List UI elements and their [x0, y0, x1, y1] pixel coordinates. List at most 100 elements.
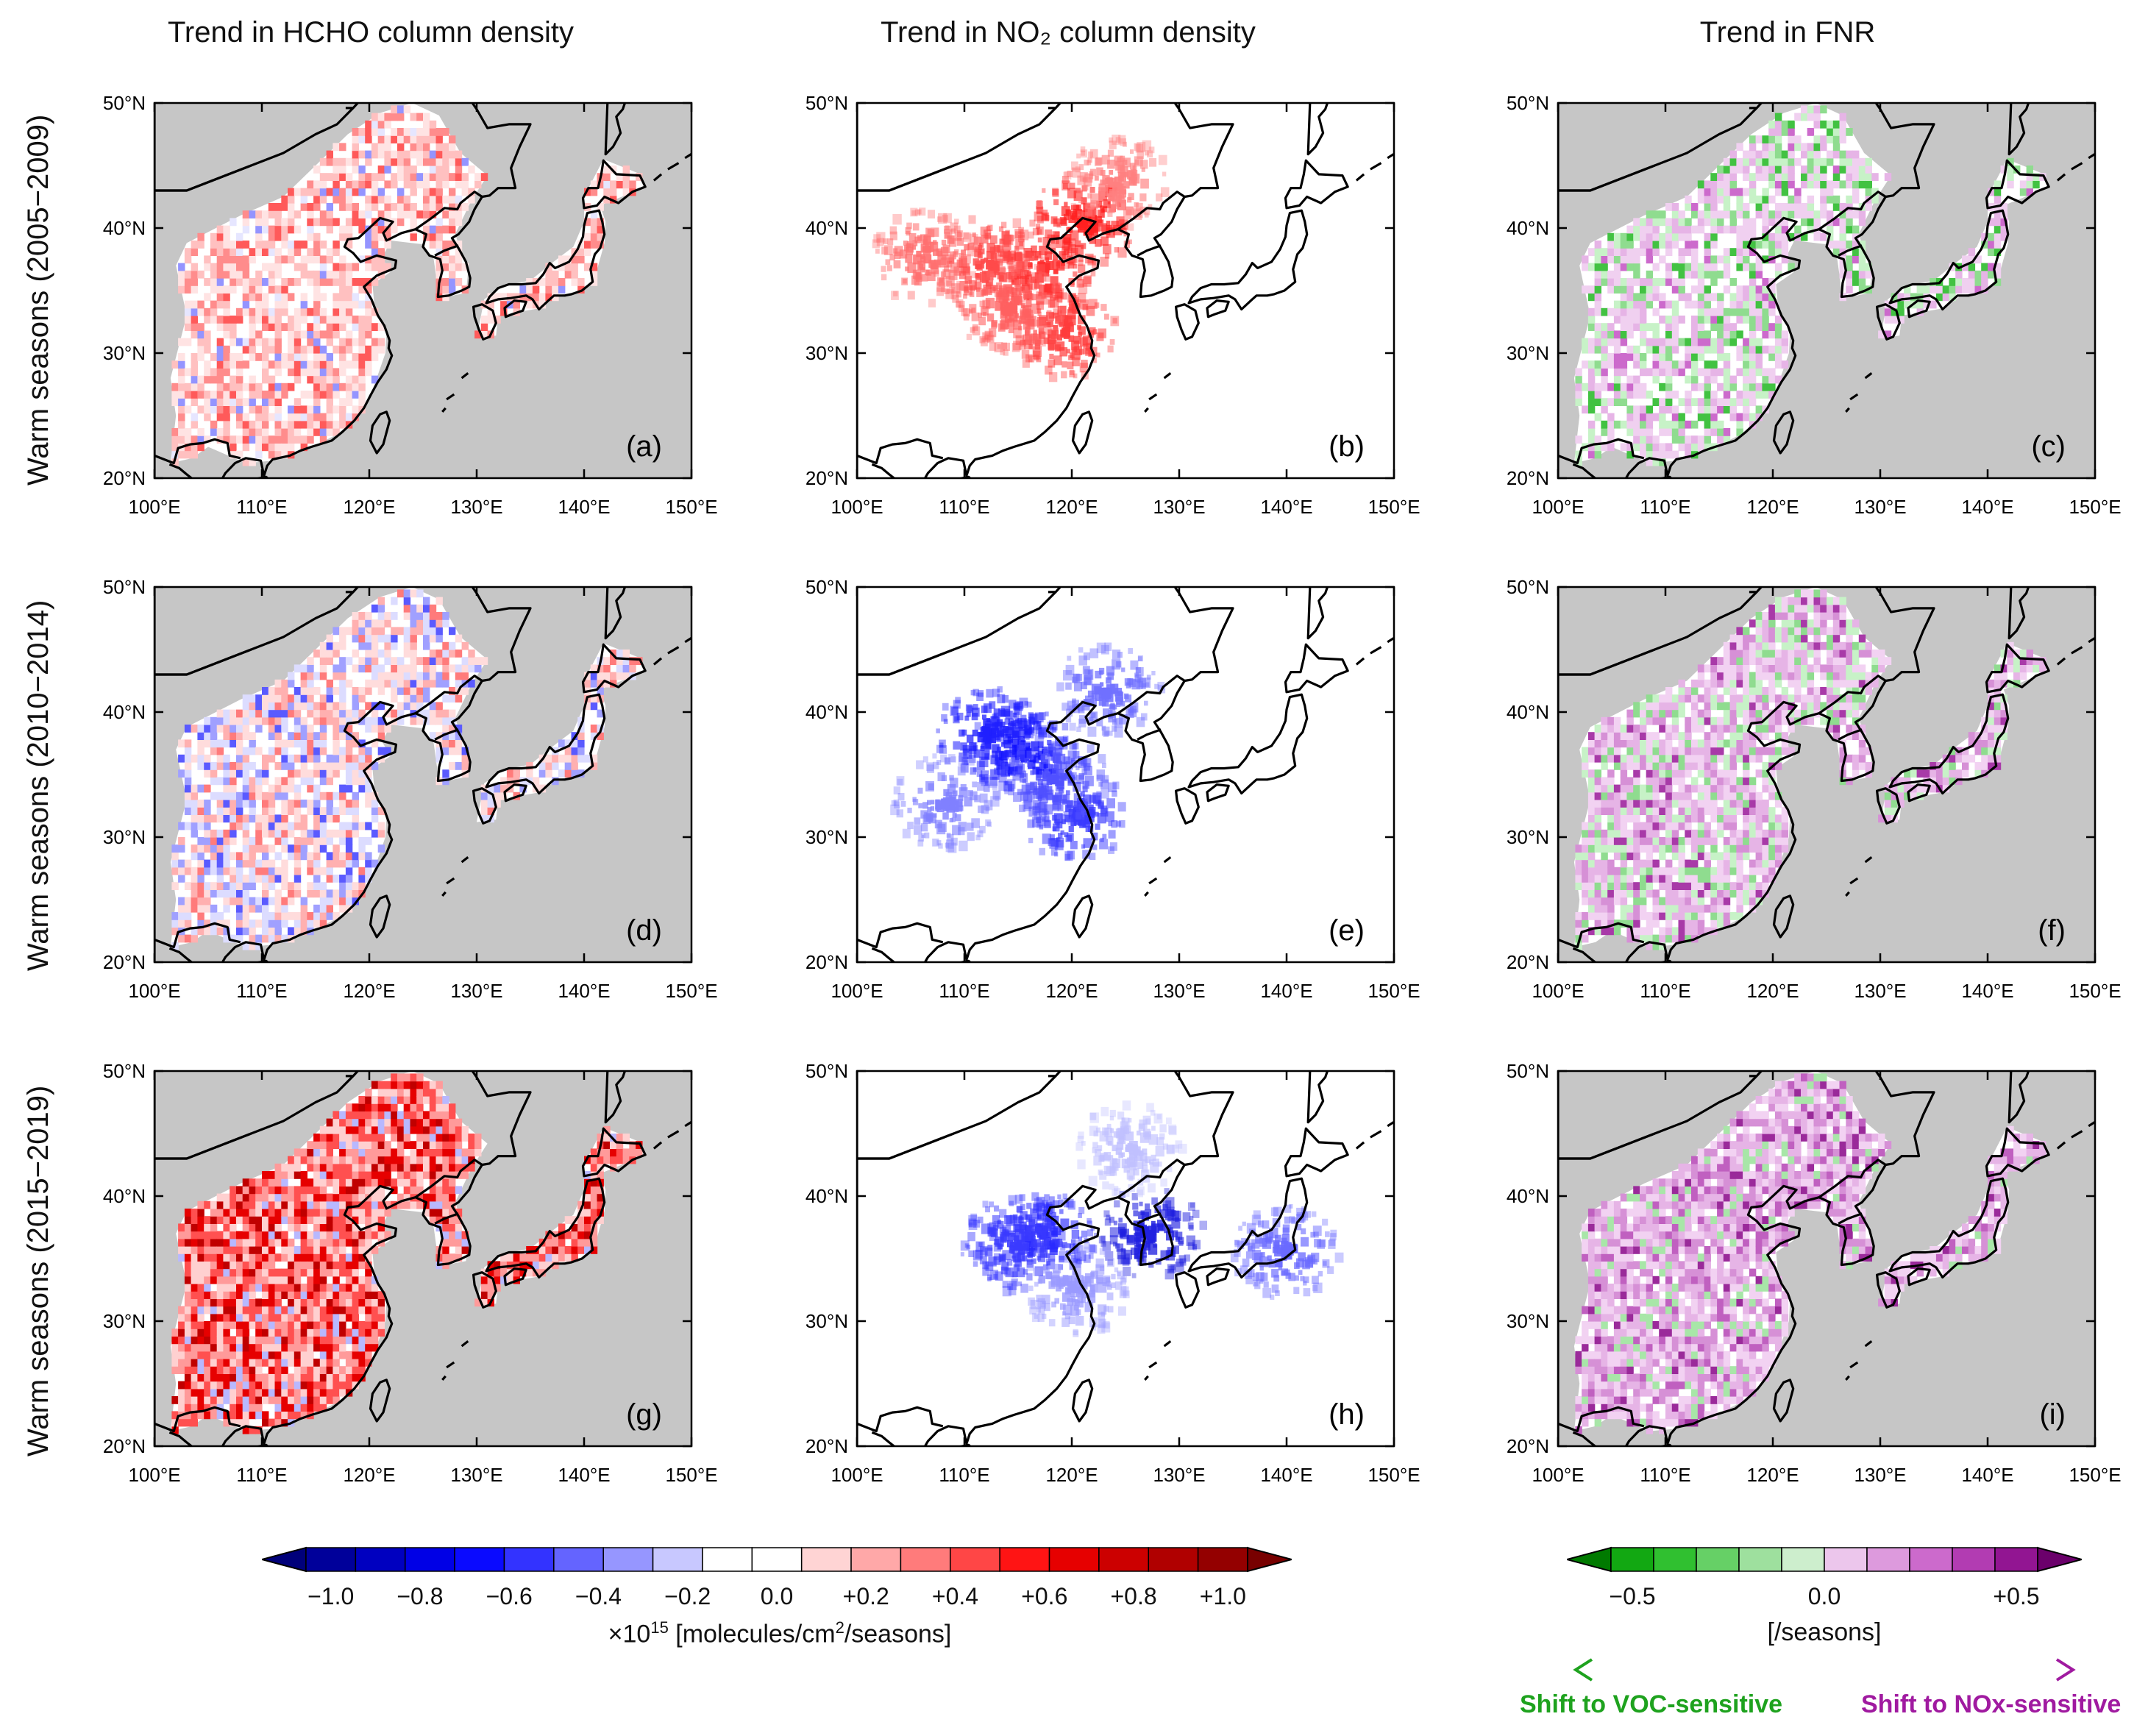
data-pixel	[1768, 128, 1776, 136]
data-pixel	[1039, 764, 1044, 769]
coastline	[1148, 393, 1158, 401]
data-pixel	[468, 679, 475, 688]
data-pixel	[274, 338, 282, 346]
data-pixel	[294, 664, 302, 673]
data-pixel	[958, 305, 964, 313]
data-pixel	[210, 270, 218, 279]
data-pixel	[1594, 338, 1601, 346]
data-pixel	[300, 195, 307, 204]
data-pixel	[377, 232, 385, 241]
data-pixel	[945, 289, 954, 299]
data-pixel	[319, 807, 327, 815]
data-pixel	[629, 657, 636, 665]
data-pixel	[1755, 360, 1763, 369]
data-pixel	[1022, 260, 1028, 268]
panel-label: (c)	[2031, 430, 2066, 463]
data-pixel	[377, 687, 385, 695]
data-pixel	[268, 934, 276, 943]
data-pixel	[1774, 143, 1782, 152]
data-pixel	[178, 844, 185, 853]
data-pixel	[281, 800, 288, 808]
data-pixel	[300, 203, 307, 211]
data-pixel	[1060, 761, 1067, 769]
data-pixel	[255, 353, 263, 361]
data-pixel	[313, 852, 321, 861]
data-pixel	[1743, 338, 1750, 346]
data-pixel	[242, 255, 250, 264]
data-pixel	[1601, 383, 1608, 391]
data-pixel	[1101, 154, 1110, 165]
data-pixel	[1620, 241, 1628, 249]
data-pixel	[1659, 458, 1666, 466]
data-pixel	[1665, 218, 1673, 227]
data-pixel	[262, 405, 269, 414]
data-pixel	[384, 232, 391, 241]
data-pixel	[178, 754, 185, 763]
data-pixel	[1717, 173, 1724, 181]
data-pixel	[313, 904, 321, 913]
data-pixel	[1104, 253, 1110, 259]
data-pixel	[1137, 142, 1146, 152]
data-pixel	[268, 784, 276, 793]
data-pixel	[1024, 733, 1030, 740]
data-pixel	[435, 612, 443, 620]
data-pixel	[377, 195, 385, 204]
data-pixel	[1697, 413, 1705, 421]
data-pixel	[545, 285, 552, 294]
data-pixel	[1794, 143, 1802, 152]
data-pixel	[1820, 188, 1827, 196]
data-pixel	[429, 716, 437, 725]
data-pixel	[191, 353, 198, 361]
data-pixel	[307, 679, 314, 688]
data-pixel	[416, 679, 424, 688]
data-pixel	[274, 270, 282, 279]
data-pixel	[1640, 285, 1647, 294]
data-pixel	[1074, 204, 1079, 210]
data-pixel	[365, 263, 372, 271]
data-pixel	[449, 732, 456, 740]
data-pixel	[1935, 293, 1943, 302]
data-pixel	[1749, 270, 1757, 279]
data-pixel	[577, 725, 585, 733]
data-pixel	[365, 800, 372, 808]
data-pixel	[442, 612, 449, 620]
data-pixel	[352, 278, 359, 286]
data-pixel	[197, 837, 205, 845]
data-pixel	[1601, 428, 1608, 436]
data-pixel	[262, 882, 269, 890]
data-pixel	[358, 875, 366, 883]
data-pixel	[319, 672, 327, 680]
data-pixel	[332, 195, 340, 204]
data-pixel	[963, 313, 970, 321]
data-pixel	[1620, 391, 1628, 399]
data-pixel	[326, 837, 333, 845]
data-pixel	[319, 360, 327, 369]
data-pixel	[262, 875, 269, 883]
data-pixel	[1613, 300, 1621, 309]
data-pixel	[1034, 251, 1042, 258]
data-pixel	[461, 664, 469, 673]
data-pixel	[230, 791, 237, 800]
data-pixel	[906, 243, 914, 253]
data-pixel	[339, 270, 346, 279]
data-pixel	[1846, 210, 1853, 218]
data-pixel	[1017, 789, 1023, 795]
data-pixel	[352, 807, 359, 815]
data-pixel	[1095, 811, 1099, 817]
data-pixel	[887, 238, 894, 246]
data-pixel	[416, 604, 424, 613]
data-pixel	[1640, 248, 1647, 256]
data-pixel	[255, 867, 263, 875]
data-pixel	[313, 180, 321, 189]
data-pixel	[365, 769, 372, 778]
data-pixel	[1723, 323, 1731, 331]
data-pixel	[1054, 819, 1060, 825]
data-pixel	[1704, 285, 1711, 294]
data-pixel	[1045, 229, 1053, 238]
data-pixel	[319, 867, 327, 875]
data-pixel	[1620, 398, 1628, 406]
data-pixel	[416, 157, 424, 166]
data-pixel	[1052, 231, 1060, 240]
data-pixel	[1013, 287, 1022, 296]
data-pixel	[997, 686, 1003, 693]
